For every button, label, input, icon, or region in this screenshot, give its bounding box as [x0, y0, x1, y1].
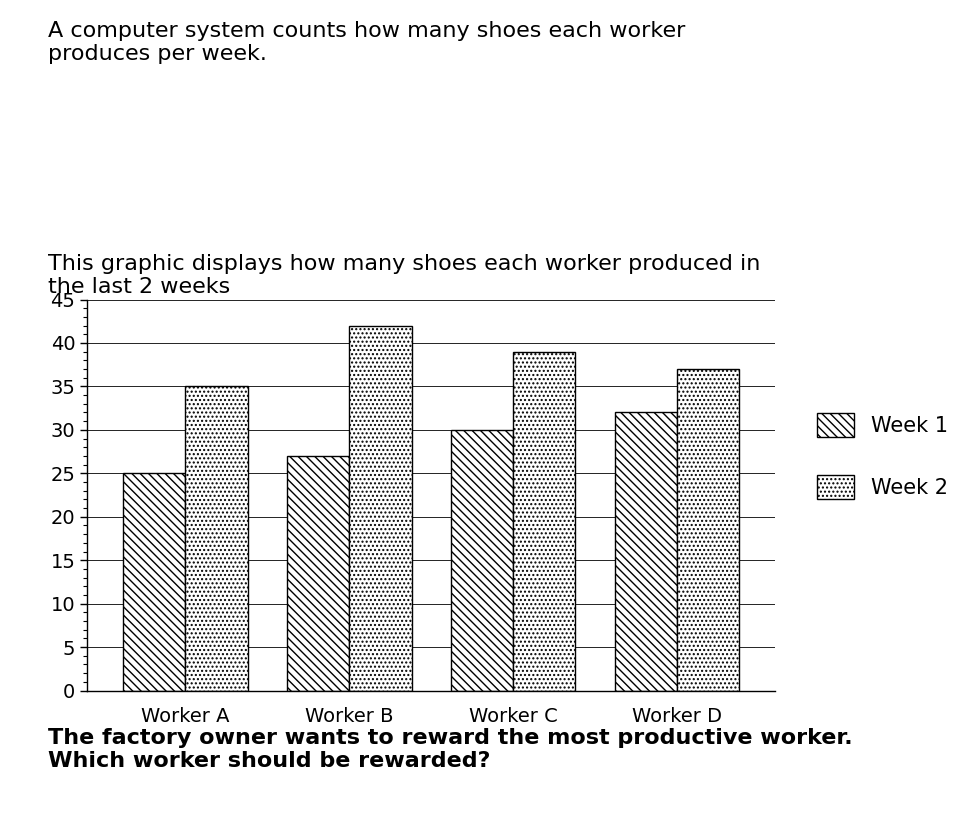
Bar: [349, 325, 412, 691]
Bar: [185, 386, 248, 691]
Text: This graphic displays how many shoes each worker produced in
the last 2 weeks: This graphic displays how many shoes eac…: [48, 254, 761, 297]
Legend: Week 1, Week 2: Week 1, Week 2: [806, 403, 958, 509]
Text: A computer system counts how many shoes each worker
produces per week.: A computer system counts how many shoes …: [48, 21, 686, 64]
Text: The factory owner wants to reward the most productive worker.
Which worker shoul: The factory owner wants to reward the mo…: [48, 728, 853, 771]
Bar: [614, 413, 677, 691]
Bar: [677, 369, 739, 691]
Bar: [287, 456, 349, 691]
Bar: [514, 352, 576, 691]
Bar: [451, 430, 514, 691]
Bar: [123, 473, 185, 691]
